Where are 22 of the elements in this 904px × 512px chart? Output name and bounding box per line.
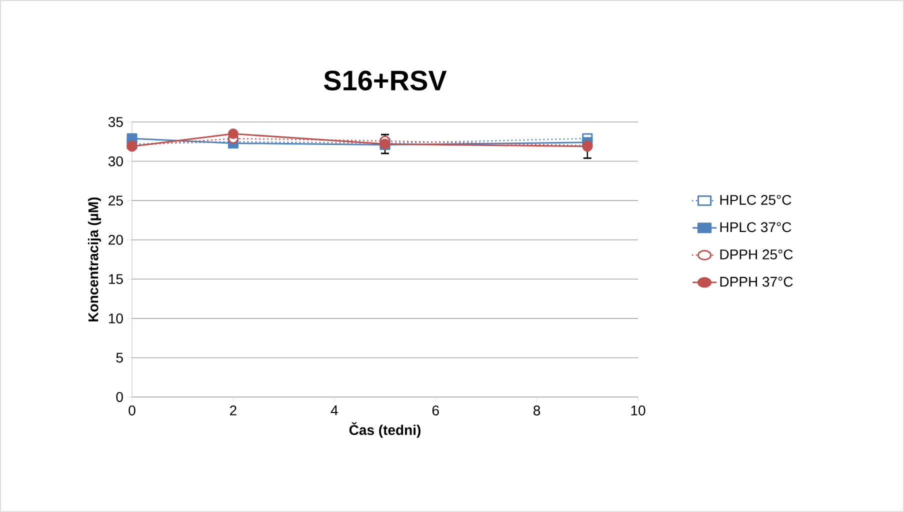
x-tick-label: 8 — [534, 406, 540, 416]
y-axis-title: Koncentracija (µM) — [88, 197, 102, 322]
legend-label: HPLC 37°C — [720, 222, 792, 232]
x-tick-label: 10 — [631, 406, 646, 416]
y-tick-label: 5 — [116, 352, 123, 363]
point — [228, 128, 238, 140]
x-tick-label: 2 — [230, 406, 236, 416]
y-tick-label: 15 — [108, 274, 123, 284]
y-tick-label: 10 — [108, 313, 123, 324]
legend-label: DPPH 37°C — [720, 276, 793, 287]
y-tick-label: 35 — [108, 117, 123, 127]
y-tick-label: 25 — [108, 196, 123, 206]
x-tick-label: 4 — [330, 406, 338, 416]
x-axis-title: Čas (tedni) — [349, 422, 420, 438]
y-tick-label: 0 — [116, 392, 123, 402]
x-tick-label: 0 — [128, 406, 136, 416]
chart-title: S16+RSV — [324, 70, 447, 90]
legend-label: HPLC 25°C — [720, 194, 792, 205]
legend-label: DPPH 25°C — [720, 249, 793, 260]
y-tick-label: 30 — [108, 156, 123, 166]
y-tick-label: 20 — [108, 234, 123, 245]
x-tick-label: 6 — [432, 406, 439, 416]
